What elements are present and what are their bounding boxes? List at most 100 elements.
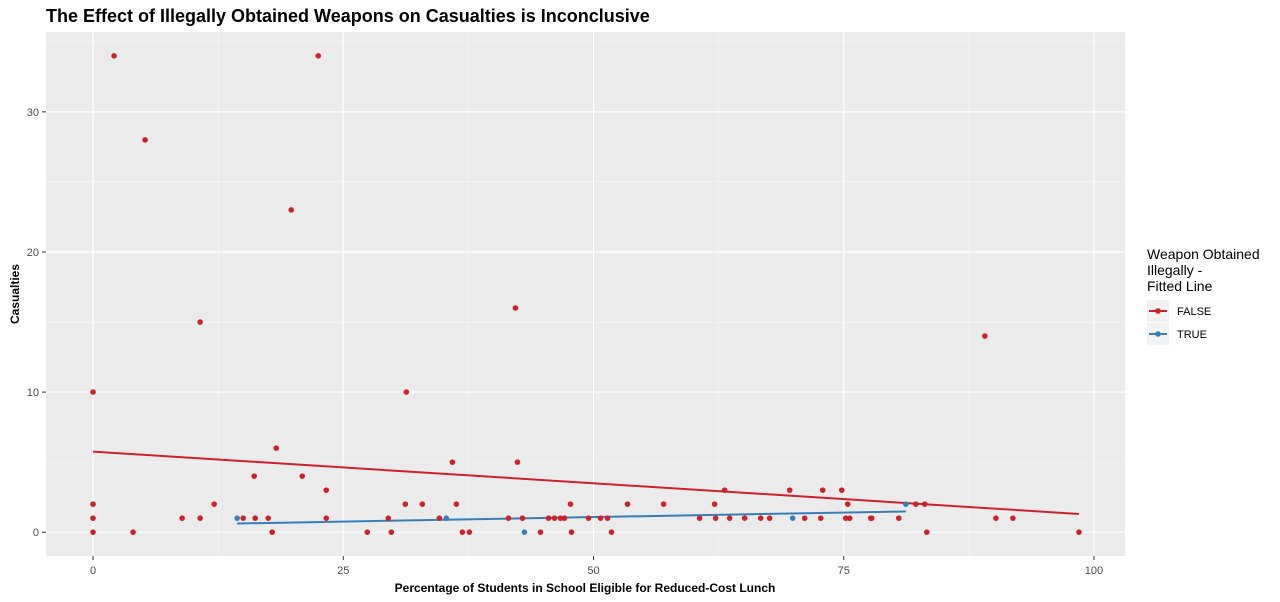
point-false xyxy=(557,515,564,521)
legend-title-line: Fitted Line xyxy=(1147,278,1213,294)
point-false xyxy=(766,515,773,521)
point-false xyxy=(660,501,667,507)
point-false xyxy=(711,501,718,507)
y-tick-label: 30 xyxy=(27,107,39,119)
point-false xyxy=(179,515,185,521)
point-false xyxy=(251,473,257,479)
x-tick-label: 25 xyxy=(337,565,349,577)
point-false xyxy=(844,501,851,507)
point-false xyxy=(585,515,592,521)
point-false xyxy=(819,487,826,493)
point-false xyxy=(402,501,409,507)
point-false xyxy=(842,515,849,521)
x-tick-label: 75 xyxy=(838,565,850,577)
point-false xyxy=(142,137,148,143)
point-false xyxy=(568,529,575,535)
point-false xyxy=(90,529,96,535)
point-true xyxy=(902,501,909,507)
y-axis: 0 10 20 30 xyxy=(27,107,46,539)
point-false xyxy=(512,305,519,311)
point-false xyxy=(273,445,280,451)
point-false xyxy=(265,515,272,521)
x-tick-label: 0 xyxy=(90,565,96,577)
point-true xyxy=(443,515,450,521)
point-false xyxy=(299,473,306,479)
point-false xyxy=(1076,529,1082,535)
point-false xyxy=(315,53,322,59)
point-false xyxy=(567,501,574,507)
data-points xyxy=(90,53,1082,535)
point-false xyxy=(466,529,473,535)
point-false xyxy=(519,515,526,521)
point-false xyxy=(597,515,604,521)
point-false xyxy=(1010,515,1016,521)
point-false xyxy=(801,515,808,521)
point-false xyxy=(786,487,793,493)
point-true xyxy=(789,515,796,521)
point-false xyxy=(757,515,764,521)
point-false xyxy=(838,487,845,493)
point-false xyxy=(505,515,512,521)
point-false xyxy=(561,515,568,521)
x-tick-label: 100 xyxy=(1085,565,1103,577)
point-false xyxy=(537,529,544,535)
y-tick-label: 20 xyxy=(27,247,39,259)
point-false xyxy=(403,389,410,395)
point-false xyxy=(90,515,96,521)
point-false xyxy=(388,529,395,535)
y-axis-title: Casualties xyxy=(8,264,22,324)
point-false xyxy=(449,459,456,465)
point-false xyxy=(982,333,988,339)
point-false xyxy=(130,529,136,535)
major-gridlines xyxy=(46,32,1125,556)
plot-panel xyxy=(46,32,1125,556)
x-axis: 0 25 50 75 100 xyxy=(90,556,1103,577)
point-false xyxy=(385,515,392,521)
point-false xyxy=(913,501,919,507)
point-false xyxy=(288,207,295,213)
point-false xyxy=(608,529,615,535)
point-false xyxy=(696,515,703,521)
point-false xyxy=(323,487,330,493)
legend-key-point xyxy=(1155,331,1161,337)
point-false xyxy=(514,459,521,465)
point-false xyxy=(197,515,203,521)
point-false xyxy=(453,501,460,507)
point-false xyxy=(624,501,631,507)
y-tick-label: 10 xyxy=(27,387,39,399)
legend-label-true: TRUE xyxy=(1177,329,1207,341)
point-false xyxy=(459,529,466,535)
point-false xyxy=(846,515,853,521)
point-false xyxy=(993,515,999,521)
minor-gridlines xyxy=(46,32,1125,556)
point-false xyxy=(419,501,426,507)
point-false xyxy=(197,319,203,325)
legend-title-line: Illegally - xyxy=(1147,262,1203,278)
legend-title-line: Weapon Obtained xyxy=(1147,246,1260,262)
point-false xyxy=(269,529,276,535)
point-false xyxy=(323,515,330,521)
x-tick-label: 50 xyxy=(587,565,599,577)
y-tick-label: 0 xyxy=(33,527,39,539)
point-false xyxy=(924,529,930,535)
point-false xyxy=(211,501,217,507)
point-false xyxy=(252,515,258,521)
point-false xyxy=(741,515,748,521)
point-false xyxy=(726,515,733,521)
point-false xyxy=(721,487,728,493)
point-false xyxy=(551,515,558,521)
point-true xyxy=(521,529,528,535)
point-false xyxy=(111,53,117,59)
point-false xyxy=(604,515,611,521)
point-false xyxy=(868,515,875,521)
point-false xyxy=(922,501,928,507)
point-false xyxy=(436,515,443,521)
point-false xyxy=(364,529,371,535)
legend-label-false: FALSE xyxy=(1177,306,1211,318)
point-true xyxy=(234,515,240,521)
point-false xyxy=(90,389,96,395)
chart-title: The Effect of Illegally Obtained Weapons… xyxy=(46,6,650,26)
point-false xyxy=(712,515,719,521)
